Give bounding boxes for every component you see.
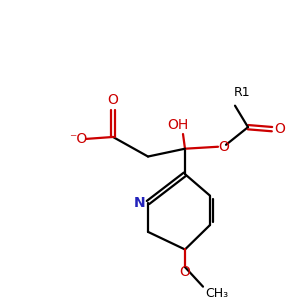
Text: O: O bbox=[219, 140, 230, 154]
Text: ⁻O: ⁻O bbox=[69, 132, 87, 146]
Text: O: O bbox=[180, 265, 190, 279]
Text: CH₃: CH₃ bbox=[205, 287, 228, 300]
Text: R1: R1 bbox=[234, 86, 250, 99]
Text: OH: OH bbox=[167, 118, 189, 132]
Text: O: O bbox=[108, 93, 118, 107]
Text: O: O bbox=[274, 122, 285, 136]
Text: N: N bbox=[134, 196, 146, 209]
